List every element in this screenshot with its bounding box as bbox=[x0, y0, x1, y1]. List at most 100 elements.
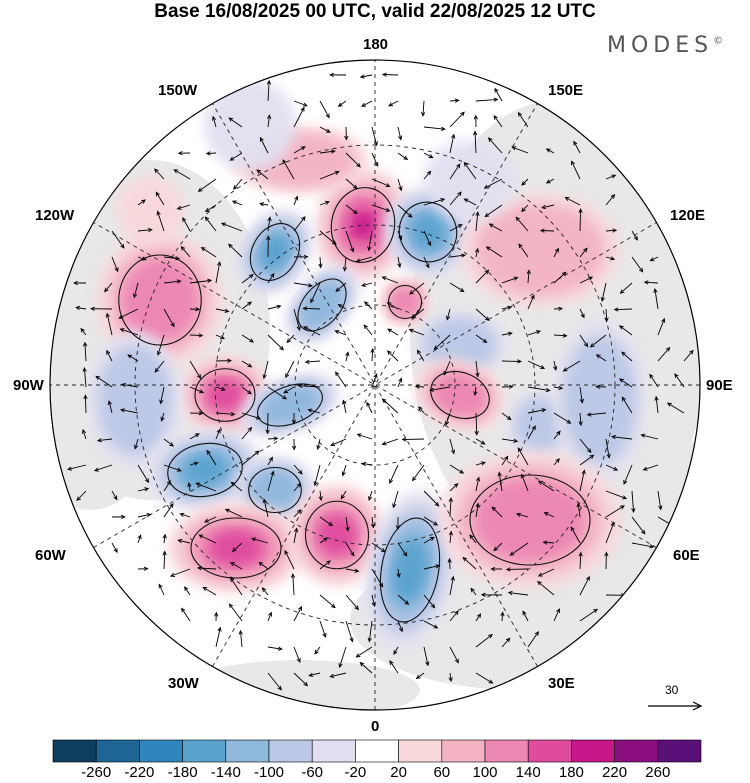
wind-arrow bbox=[631, 516, 646, 535]
wind-arrow bbox=[578, 551, 583, 570]
wind-arrow bbox=[202, 586, 217, 596]
wind-arrow bbox=[319, 170, 340, 180]
wind-arrow bbox=[241, 426, 253, 440]
wind-arrow bbox=[621, 351, 633, 362]
wind-arrow bbox=[579, 608, 598, 622]
wind-arrow bbox=[105, 312, 113, 336]
wind-arrow bbox=[316, 438, 321, 451]
contour-line bbox=[118, 254, 202, 346]
wind-arrow bbox=[371, 542, 386, 553]
wind-arrow bbox=[640, 433, 659, 440]
wind-arrow bbox=[155, 191, 165, 206]
wind-arrow bbox=[173, 169, 191, 180]
wind-arrow bbox=[493, 115, 503, 128]
wind-arrow bbox=[397, 230, 403, 241]
wind-arrow bbox=[345, 516, 350, 532]
wind-arrow bbox=[341, 399, 347, 414]
wind-arrow bbox=[370, 348, 375, 362]
wind-arrow bbox=[618, 325, 633, 336]
wind-arrow bbox=[211, 115, 217, 128]
wind-arrow bbox=[553, 360, 558, 371]
wind-arrow bbox=[111, 490, 118, 501]
wind-arrow bbox=[475, 360, 480, 378]
wind-arrow bbox=[127, 354, 139, 362]
wind-arrow bbox=[395, 516, 401, 531]
wind-arrow bbox=[423, 126, 446, 131]
lon-label-150w: 150W bbox=[158, 82, 198, 99]
wind-arrow bbox=[304, 359, 321, 364]
wind-arrow bbox=[154, 360, 165, 373]
contour-line bbox=[194, 368, 256, 422]
wind-arrow bbox=[578, 208, 583, 232]
wind-arrow bbox=[448, 530, 454, 544]
wind-arrow bbox=[267, 611, 273, 622]
wind-arrow bbox=[418, 406, 425, 414]
wind-arrow bbox=[371, 204, 391, 212]
lon-label-0: 0 bbox=[371, 718, 380, 735]
lon-label-180: 180 bbox=[363, 36, 389, 53]
wind-arrow bbox=[449, 224, 463, 232]
wind-arrow bbox=[345, 568, 360, 573]
wind-arrow bbox=[579, 334, 589, 348]
wind-arrow bbox=[137, 464, 150, 484]
wind-arrow bbox=[401, 437, 425, 442]
wind-arrow bbox=[286, 334, 295, 344]
wind-arrow bbox=[267, 456, 273, 466]
wind-arrow bbox=[649, 256, 659, 262]
vector-scale-label: 30 bbox=[665, 683, 679, 697]
negative-anomaly-region bbox=[259, 234, 291, 270]
positive-anomaly-region bbox=[389, 286, 421, 318]
wind-arrow bbox=[313, 464, 321, 487]
wind-arrow bbox=[215, 428, 221, 440]
wind-arrow bbox=[335, 282, 347, 293]
latitude-circle bbox=[294, 304, 456, 466]
wind-arrow bbox=[159, 386, 165, 405]
lon-label-30w: 30W bbox=[168, 675, 199, 692]
wind-arrow bbox=[449, 610, 459, 622]
wind-arrow bbox=[341, 464, 347, 477]
wind-arrow bbox=[415, 672, 425, 680]
wind-arrow bbox=[163, 480, 171, 492]
wind-arrow bbox=[314, 646, 321, 655]
colorbar-tick-label: 100 bbox=[472, 764, 498, 781]
wind-arrow bbox=[189, 386, 205, 394]
wind-arrow bbox=[111, 230, 125, 249]
wind-arrow bbox=[445, 308, 451, 321]
wind-arrow bbox=[241, 301, 252, 310]
wind-arrow bbox=[423, 594, 436, 609]
wind-arrow bbox=[154, 168, 165, 180]
chart-title: Base 16/08/2025 00 UTC, valid 22/08/2025… bbox=[154, 1, 596, 22]
wind-arrow bbox=[267, 672, 282, 691]
positive-anomaly-region bbox=[206, 378, 244, 412]
wind-arrow bbox=[293, 527, 299, 544]
wind-arrow bbox=[448, 497, 453, 518]
wind-arrow bbox=[359, 661, 373, 674]
wind-arrow bbox=[111, 256, 119, 273]
contour-line bbox=[430, 370, 490, 420]
wind-arrow bbox=[241, 274, 254, 284]
wind-arrow bbox=[423, 152, 434, 159]
wind-arrow bbox=[163, 502, 174, 518]
wind-arrow bbox=[293, 195, 299, 206]
wind-arrow bbox=[579, 469, 586, 492]
wind-arrow bbox=[318, 490, 323, 502]
wind-arrow bbox=[421, 100, 426, 117]
colorbar-tick-label: 140 bbox=[515, 764, 541, 781]
wind-arrow bbox=[267, 386, 288, 400]
negative-anomaly-region bbox=[391, 538, 429, 602]
wind-arrow bbox=[355, 256, 373, 263]
wind-arrow bbox=[433, 334, 451, 351]
lon-label-60e: 60E bbox=[673, 547, 700, 564]
wind-arrow bbox=[579, 276, 594, 284]
wind-arrow bbox=[449, 111, 465, 128]
wind-arrow bbox=[423, 620, 439, 629]
wind-arrow bbox=[423, 564, 441, 570]
wind-arrow bbox=[241, 386, 252, 395]
wind-arrow bbox=[527, 631, 539, 648]
wind-arrow bbox=[474, 247, 480, 258]
wind-arrow bbox=[258, 561, 269, 570]
wind-arrow bbox=[215, 308, 230, 313]
wind-arrow bbox=[501, 412, 512, 421]
wind-arrow bbox=[397, 178, 403, 192]
wind-arrow bbox=[293, 308, 301, 331]
